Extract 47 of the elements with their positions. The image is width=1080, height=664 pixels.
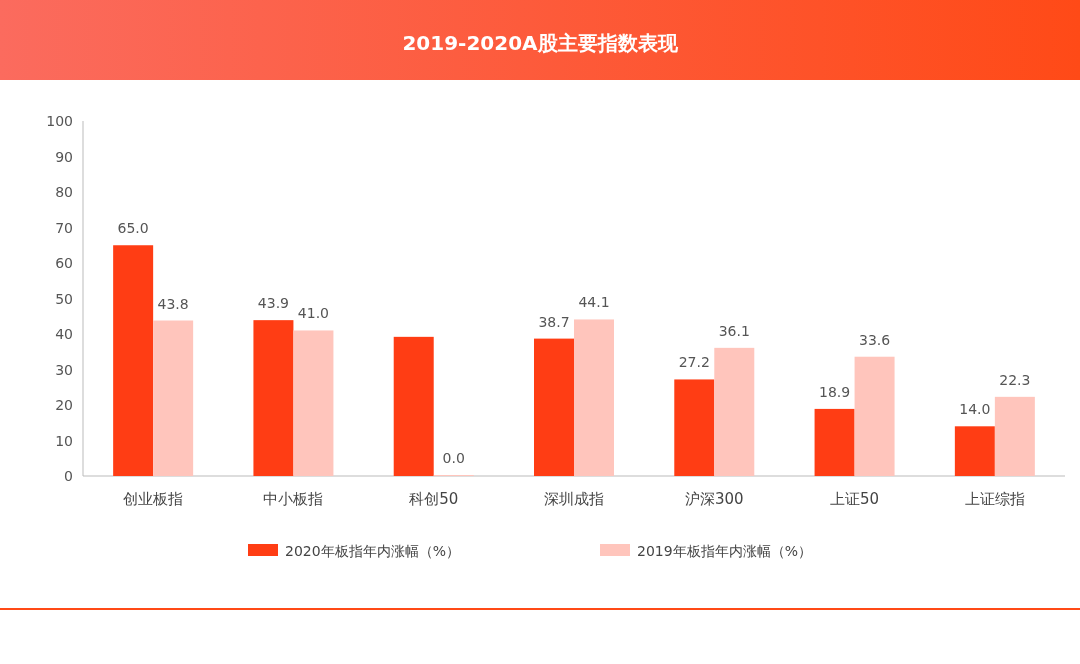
data-label: 0.0 xyxy=(442,450,465,466)
y-tick-label: 80 xyxy=(55,184,73,200)
chart-title: 2019-2020A股主要指数表现 xyxy=(402,31,679,55)
y-tick-label: 30 xyxy=(55,361,73,378)
data-label: 36.1 xyxy=(718,322,750,339)
bar xyxy=(253,320,294,476)
bar xyxy=(854,356,895,476)
bar xyxy=(674,379,715,476)
bar xyxy=(534,338,574,476)
y-tick-label: 20 xyxy=(55,397,73,413)
x-tick-label: 科创50 xyxy=(409,490,459,508)
bar xyxy=(393,336,434,476)
data-label: 65.0 xyxy=(117,220,149,237)
legend-label: 2020年板指年内涨幅（%） xyxy=(285,543,460,559)
x-tick-label: 沪深300 xyxy=(684,490,744,508)
data-label: 27.2 xyxy=(678,354,710,371)
x-tick-label: 上证综指 xyxy=(964,490,1025,508)
bar xyxy=(714,347,755,476)
y-tick-label: 50 xyxy=(55,290,73,307)
y-tick-label: 10 xyxy=(55,432,73,449)
y-tick-label: 0 xyxy=(64,468,73,484)
bar xyxy=(153,320,194,476)
y-tick-label: 100 xyxy=(46,113,73,129)
data-label: 33.6 xyxy=(858,331,891,348)
y-tick-label: 90 xyxy=(55,148,73,165)
data-label: 43.8 xyxy=(157,295,189,312)
x-tick-label: 上证50 xyxy=(830,490,880,508)
data-label: 43.9 xyxy=(257,295,290,312)
x-tick-label: 中小板指 xyxy=(263,490,324,508)
y-tick-label: 70 xyxy=(55,219,73,236)
bar xyxy=(113,245,154,476)
y-tick-label: 60 xyxy=(55,255,73,271)
bar xyxy=(574,319,614,476)
data-label: 18.9 xyxy=(818,383,851,400)
data-label: 38.7 xyxy=(538,313,570,330)
data-label: 44.1 xyxy=(578,294,610,311)
data-label: 14.0 xyxy=(959,401,991,418)
data-label: 41.0 xyxy=(297,305,330,322)
x-tick-label: 创业板指 xyxy=(123,490,184,508)
bar xyxy=(994,396,1035,476)
y-tick-label: 40 xyxy=(55,326,73,342)
x-tick-label: 深圳成指 xyxy=(544,490,604,508)
bar xyxy=(954,426,995,476)
bar xyxy=(293,330,334,476)
bar xyxy=(814,408,855,476)
data-label: 22.3 xyxy=(999,371,1031,388)
legend-label: 2019年板指年内涨幅（%） xyxy=(637,543,812,559)
